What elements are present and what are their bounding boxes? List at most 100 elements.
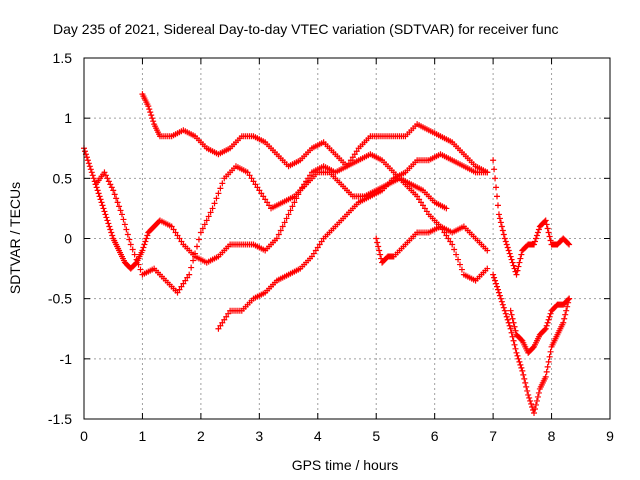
data-point xyxy=(349,154,356,161)
data-point xyxy=(414,193,421,200)
data-point xyxy=(492,175,499,182)
data-point xyxy=(509,259,516,266)
data-point xyxy=(542,217,549,224)
data-point xyxy=(217,322,224,329)
data-point xyxy=(543,322,550,329)
x-tick-label: 5 xyxy=(372,428,380,444)
x-tick-label: 3 xyxy=(255,428,263,444)
data-point xyxy=(449,241,456,248)
data-point xyxy=(533,397,540,404)
data-point xyxy=(93,184,100,191)
data-point xyxy=(509,333,516,340)
data-point xyxy=(542,325,549,332)
x-tick-label: 9 xyxy=(606,428,614,444)
data-point xyxy=(525,391,532,398)
data-point xyxy=(106,223,113,230)
data-point xyxy=(447,238,454,245)
series-track-6 xyxy=(490,157,573,278)
data-point xyxy=(513,349,520,356)
data-point xyxy=(113,195,120,202)
data-point xyxy=(494,193,501,200)
series-track-8 xyxy=(507,295,573,356)
data-point xyxy=(139,247,146,254)
data-point xyxy=(545,229,552,236)
data-point xyxy=(542,373,549,380)
data-point xyxy=(275,231,282,238)
data-point xyxy=(547,237,554,244)
data-point xyxy=(100,205,107,212)
data-point xyxy=(135,261,142,268)
data-point xyxy=(546,353,553,360)
data-point xyxy=(207,209,214,216)
data-point xyxy=(541,326,548,333)
data-point xyxy=(273,235,280,242)
data-point xyxy=(244,169,251,176)
data-point xyxy=(105,220,112,227)
data-point xyxy=(132,260,139,267)
data-point xyxy=(497,219,504,226)
data-point xyxy=(150,118,157,125)
data-point xyxy=(114,199,121,206)
data-point xyxy=(353,148,360,155)
data-point xyxy=(121,221,128,228)
data-point xyxy=(145,103,152,110)
data-point xyxy=(209,205,216,212)
data-point xyxy=(513,271,520,278)
data-point xyxy=(503,241,510,248)
data-point xyxy=(203,217,210,224)
data-point xyxy=(530,344,537,351)
data-point xyxy=(490,157,497,164)
plot-frame xyxy=(83,57,611,420)
y-tick-label: 1.5 xyxy=(53,50,73,66)
data-point xyxy=(201,221,208,228)
data-point xyxy=(266,202,273,209)
data-point xyxy=(111,191,118,198)
data-point xyxy=(190,257,197,264)
chart-title: Day 235 of 2021, Sidereal Day-to-day VTE… xyxy=(53,21,559,37)
data-point xyxy=(508,311,515,318)
data-point xyxy=(105,178,112,185)
data-point xyxy=(532,401,539,408)
data-point xyxy=(543,221,550,228)
data-point xyxy=(186,271,193,278)
data-point xyxy=(523,383,530,390)
data-point xyxy=(88,169,95,176)
data-point xyxy=(85,160,92,167)
data-point xyxy=(101,169,108,176)
data-point xyxy=(517,255,524,262)
data-point xyxy=(219,319,226,326)
x-tick-label: 2 xyxy=(197,428,205,444)
data-point xyxy=(458,266,465,273)
data-point xyxy=(563,307,570,314)
data-point xyxy=(107,226,114,233)
data-point xyxy=(140,244,147,251)
data-point xyxy=(515,263,522,270)
data-point xyxy=(99,202,106,209)
data-point xyxy=(97,196,104,203)
data-point xyxy=(144,232,151,239)
data-point xyxy=(124,231,131,238)
data-point xyxy=(260,193,267,200)
data-point xyxy=(192,250,199,257)
y-tick-label: -0.5 xyxy=(48,291,72,307)
data-point xyxy=(256,187,263,194)
data-point xyxy=(117,207,124,214)
data-point xyxy=(499,227,506,234)
data-point xyxy=(566,295,573,302)
data-point xyxy=(101,208,108,215)
data-point xyxy=(543,368,550,375)
data-point xyxy=(503,313,510,320)
data-point xyxy=(531,241,538,248)
data-point xyxy=(533,232,540,239)
data-point xyxy=(515,355,522,362)
x-tick-label: 7 xyxy=(489,428,497,444)
data-point xyxy=(86,163,93,170)
data-point xyxy=(110,187,117,194)
data-point xyxy=(176,286,183,293)
data-point xyxy=(129,246,136,253)
data-point xyxy=(484,247,491,254)
data-point xyxy=(264,199,271,206)
data-point xyxy=(197,229,204,236)
data-point xyxy=(511,341,518,348)
